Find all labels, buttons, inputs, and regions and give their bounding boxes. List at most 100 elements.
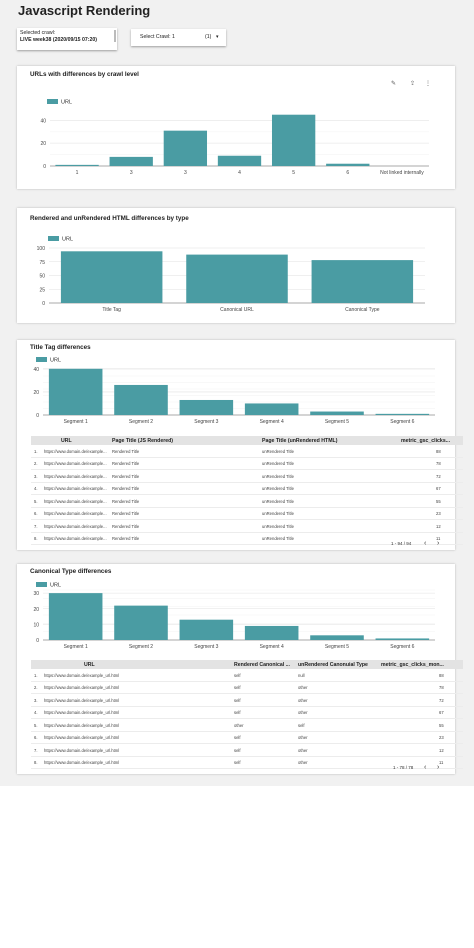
x-tick-label: 3 xyxy=(130,170,133,176)
next-page-icon[interactable]: › xyxy=(437,540,440,547)
column-header[interactable]: Rendered Canonical ... xyxy=(234,661,290,668)
row-metric: 12 xyxy=(436,523,441,529)
legend-swatch xyxy=(36,582,47,587)
bar xyxy=(375,638,430,640)
row-unrendered-value: unRendered Title xyxy=(262,536,294,541)
table-row[interactable]: 2. https://www.domain.de/example... Render… xyxy=(31,458,463,470)
row-number: 4. xyxy=(34,710,38,715)
row-unrendered-value: unRendered Title xyxy=(262,448,294,454)
table-row[interactable]: 2. https://www.domain.de/example_url.html… xyxy=(31,682,463,694)
row-number: 1. xyxy=(34,448,38,454)
column-header[interactable]: metric_gsc_clicks... xyxy=(401,437,451,444)
row-metric: 78 xyxy=(439,685,444,690)
table-row[interactable]: 6. https://www.domain.de/example_url.html… xyxy=(31,732,463,744)
row-rendered-value: self xyxy=(234,672,241,678)
bar xyxy=(114,605,168,640)
column-header[interactable]: metric_gsc_clicks_mon... xyxy=(381,661,444,668)
edit-icon[interactable]: ✎ xyxy=(391,81,397,87)
table-row[interactable]: 4. https://www.domain.de/example... Render… xyxy=(31,483,463,495)
bar xyxy=(271,114,316,166)
table-row[interactable]: 1. https://www.domain.de/example_url.html… xyxy=(31,669,463,682)
column-header[interactable]: URL xyxy=(61,437,72,444)
row-number: 6. xyxy=(34,735,38,740)
table-row[interactable]: 3. https://www.domain.de/example... Render… xyxy=(31,470,463,483)
row-url[interactable]: https://www.domain.de/example... xyxy=(44,461,107,466)
html-differences-chart: URL 0 25 50 75 100 Title Tag Canonical URL Canon… xyxy=(37,236,425,313)
page-title: Javascript Rendering xyxy=(18,3,151,18)
canonical-type-table: URL Rendered Canonical ... unRendered Ca… xyxy=(31,660,463,769)
table-row[interactable]: 5. https://www.domain.de/example... Render… xyxy=(31,495,463,508)
bar xyxy=(48,368,103,415)
table-row[interactable]: 3. https://www.domain.de/example_url.html… xyxy=(31,694,463,707)
bar xyxy=(311,260,414,303)
row-metric: 55 xyxy=(436,498,441,504)
bar xyxy=(179,399,234,415)
row-url[interactable]: https://www.domain.de/example... xyxy=(44,523,107,529)
table-row[interactable]: 4. https://www.domain.de/example_url.html… xyxy=(31,707,463,719)
selected-crawl-control[interactable]: Selected crawl: LIVE week38 (2020/09/15 … xyxy=(17,28,117,50)
column-header[interactable]: Page Title (JS Rendered) xyxy=(112,437,174,444)
row-url[interactable]: https://www.domain.de/example_url.html xyxy=(44,685,120,690)
bar xyxy=(60,251,163,303)
x-tick-label: Segment 5 xyxy=(325,419,349,425)
column-header[interactable]: Page Title (unRendered HTML) xyxy=(262,437,338,444)
row-url[interactable]: https://www.domain.de/example... xyxy=(44,448,107,454)
chevron-down-icon: ▾ xyxy=(216,34,219,40)
row-url[interactable]: https://www.domain.de/example_url.html xyxy=(44,735,120,740)
bar xyxy=(244,403,299,415)
row-unrendered-value: unRendered Title xyxy=(262,461,294,466)
y-tick-label: 40 xyxy=(40,118,46,124)
row-rendered-value: self xyxy=(234,710,241,715)
row-url[interactable]: https://www.domain.de/example... xyxy=(44,486,107,491)
table-row[interactable]: 5. https://www.domain.de/example_url.html… xyxy=(31,719,463,732)
row-metric: 55 xyxy=(439,722,444,728)
more-icon[interactable]: ⋮ xyxy=(425,81,431,87)
table-row[interactable]: 8. https://www.domain.de/example... Render… xyxy=(31,533,463,545)
row-url[interactable]: https://www.domain.de/example_url.html xyxy=(44,710,120,715)
y-tick-label: 20 xyxy=(33,607,39,613)
prev-page-icon[interactable]: ‹ xyxy=(424,540,427,547)
bar xyxy=(186,254,288,303)
row-url[interactable]: https://www.domain.de/example_url.html xyxy=(44,722,120,728)
row-unrendered-value: other xyxy=(298,735,308,740)
table-row[interactable]: 6. https://www.domain.de/example... Render… xyxy=(31,508,463,520)
select-crawl-dropdown[interactable]: Select Crawl: 1 (1) ▾ xyxy=(131,29,226,46)
row-metric: 67 xyxy=(436,486,441,491)
crawl-scrollbar[interactable] xyxy=(114,30,116,42)
row-url[interactable]: https://www.domain.de/example_url.html xyxy=(44,760,120,765)
row-number: 8. xyxy=(34,536,38,541)
x-tick-label: 5 xyxy=(292,170,295,176)
column-header[interactable]: unRendered Canonuial Type xyxy=(298,661,368,668)
prev-page-icon[interactable]: ‹ xyxy=(424,764,427,771)
y-tick-label: 0 xyxy=(36,638,39,644)
row-metric: 72 xyxy=(436,473,441,479)
table-row[interactable]: 7. https://www.domain.de/example_url.html… xyxy=(31,744,463,757)
row-rendered-value: Rendered Title xyxy=(112,461,140,466)
row-url[interactable]: https://www.domain.de/example... xyxy=(44,536,107,541)
row-url[interactable]: https://www.domain.de/example... xyxy=(44,498,107,504)
row-url[interactable]: https://www.domain.de/example_url.html xyxy=(44,697,120,703)
row-url[interactable]: https://www.domain.de/example_url.html xyxy=(44,747,120,753)
x-tick-label: 6 xyxy=(346,170,349,176)
row-unrendered-value: other xyxy=(298,747,308,753)
table-row[interactable]: 1. https://www.domain.de/example... Render… xyxy=(31,445,463,458)
bar xyxy=(217,155,262,166)
row-unrendered-value: unRendered Title xyxy=(262,523,294,529)
table-row[interactable]: 8. https://www.domain.de/example_url.html… xyxy=(31,757,463,769)
row-url[interactable]: https://www.domain.de/example... xyxy=(44,511,107,516)
next-page-icon[interactable]: › xyxy=(437,764,440,771)
legend-label: URL xyxy=(62,237,73,243)
row-rendered-value: self xyxy=(234,685,241,690)
html-differences-card: Rendered and unRendered HTML differences… xyxy=(17,208,455,323)
row-url[interactable]: https://www.domain.de/example... xyxy=(44,473,107,479)
row-number: 7. xyxy=(34,523,38,529)
y-tick-label: 30 xyxy=(33,591,39,597)
legend-label: URL xyxy=(50,358,61,364)
x-tick-label: 1 xyxy=(76,170,79,176)
title-tag-card: Title Tag differences URL 0 20 40 Segment 1 S… xyxy=(17,340,463,550)
export-icon[interactable]: ⇪ xyxy=(410,81,416,87)
row-url[interactable]: https://www.domain.de/example_url.html xyxy=(44,672,120,678)
table-row[interactable]: 7. https://www.domain.de/example... Render… xyxy=(31,520,463,533)
column-header[interactable]: URL xyxy=(84,661,95,668)
x-tick-label: Canonical Type xyxy=(345,307,380,313)
